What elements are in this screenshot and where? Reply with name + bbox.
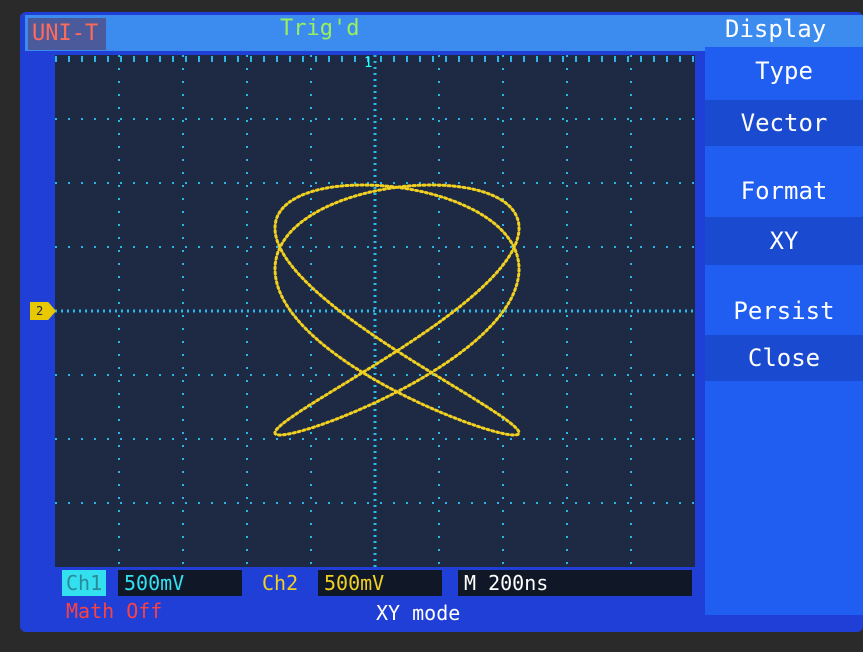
menu-type-label: Type	[755, 57, 813, 85]
menu-type-value[interactable]: Vector	[705, 100, 863, 146]
trigger-status: Trig'd	[280, 16, 360, 41]
top-bar	[25, 15, 710, 51]
timebase: M 200ns	[458, 570, 692, 596]
ch1-scale: 500mV	[118, 570, 242, 596]
graticule-and-trace	[55, 55, 695, 567]
waveform-display	[55, 55, 695, 567]
ch2-scale: 500mV	[318, 570, 442, 596]
menu-title: Display	[705, 15, 863, 47]
menu-persist-value[interactable]: Close	[705, 335, 863, 381]
math-status: Math Off	[66, 599, 163, 623]
display-menu: Display Type Vector Format XY Persist Cl…	[705, 15, 863, 615]
mode-label: XY mode	[376, 601, 461, 625]
menu-persist-label: Persist	[733, 297, 835, 325]
ch1-label: Ch1	[62, 570, 107, 596]
brand-logo: UNI-T	[28, 18, 106, 50]
xy-lissajous-trace	[273, 183, 521, 437]
menu-format-label: Format	[740, 177, 828, 205]
menu-format-value[interactable]: XY	[705, 217, 863, 265]
ch2-label: Ch2	[262, 571, 299, 595]
ch2-ground-marker: 2	[30, 302, 56, 320]
trigger-position-marker: 1	[364, 55, 373, 71]
